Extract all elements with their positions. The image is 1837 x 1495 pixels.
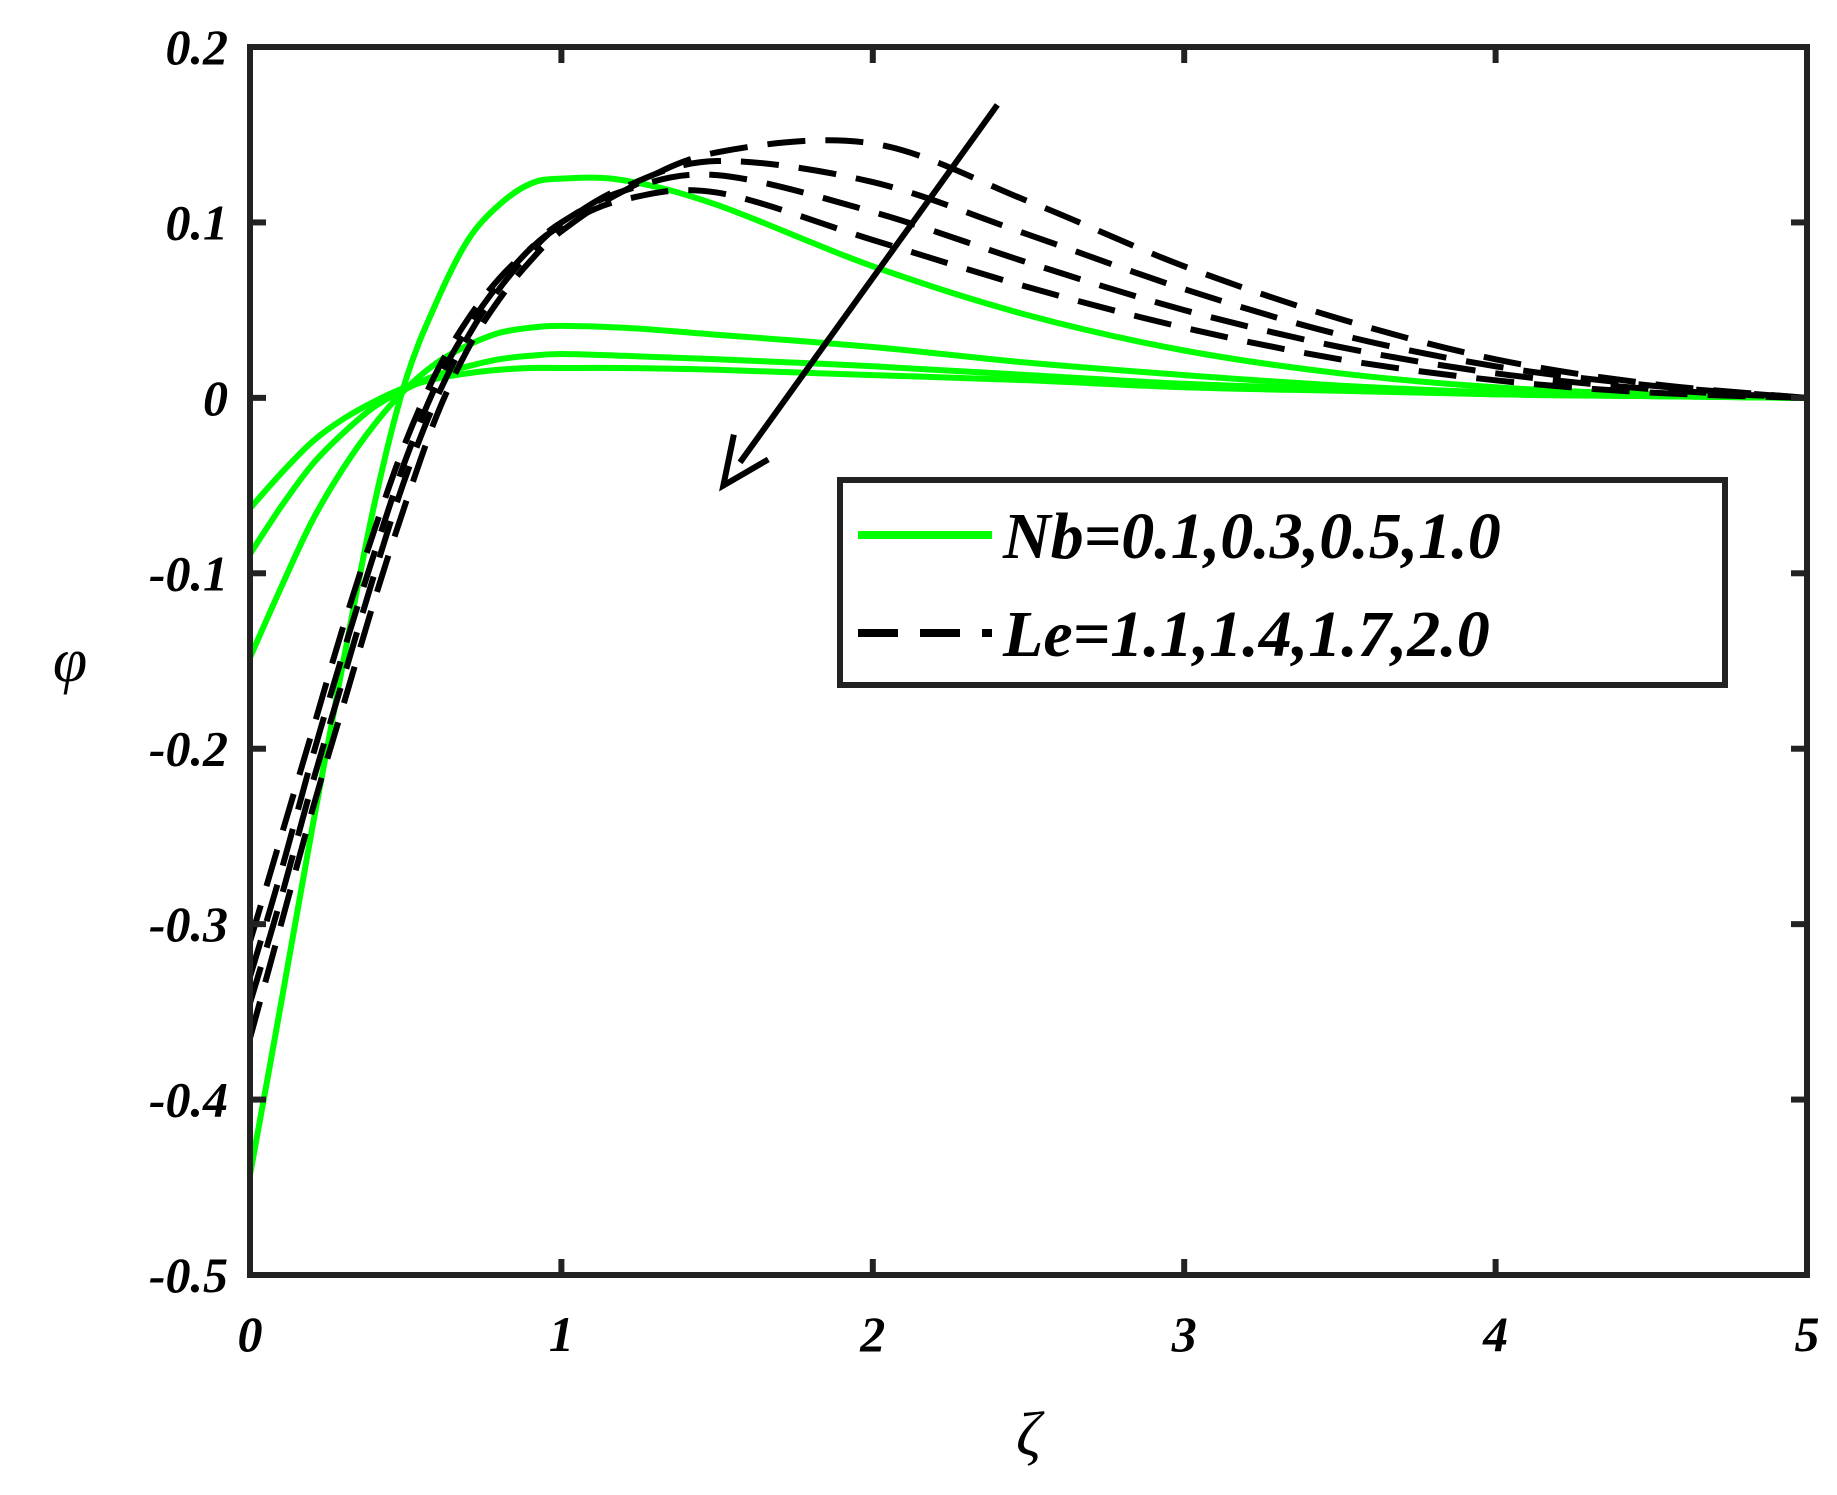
y-tick-label: 0 bbox=[203, 370, 228, 426]
x-axis-label: ζ bbox=[1016, 1401, 1045, 1469]
y-tick-label: 0.1 bbox=[166, 194, 229, 250]
y-tick-label: -0.5 bbox=[149, 1247, 228, 1303]
y-axis-label: φ bbox=[53, 627, 87, 695]
x-tick-label: 1 bbox=[549, 1306, 574, 1362]
trend-arrow bbox=[719, 103, 1000, 492]
legend: Nb=0.1,0.3,0.5,1.0 Le=1.1,1.4,1.7,2.0 bbox=[837, 477, 1728, 688]
arrow-shaft bbox=[737, 103, 1000, 465]
y-tick-label: -0.4 bbox=[149, 1072, 228, 1128]
x-tick-label: 4 bbox=[1482, 1306, 1508, 1362]
legend-box bbox=[837, 477, 1728, 688]
series-line-le-8 bbox=[247, 137, 1808, 1039]
y-tick-label: -0.2 bbox=[149, 721, 228, 777]
y-tick-label: -0.3 bbox=[149, 896, 228, 952]
x-tick-label: 5 bbox=[1795, 1306, 1820, 1362]
plot-frame bbox=[247, 44, 1810, 1278]
x-tick-label: 0 bbox=[238, 1306, 263, 1362]
series-line-le-5 bbox=[247, 187, 1808, 943]
y-tick-label: 0.2 bbox=[166, 19, 229, 75]
x-tick-label: 2 bbox=[859, 1306, 885, 1362]
plot-marks bbox=[247, 137, 1808, 1176]
series-line-nb-4 bbox=[247, 364, 1808, 511]
y-tick-label: -0.1 bbox=[149, 545, 228, 601]
legend-entry-nb: Nb=0.1,0.3,0.5,1.0 bbox=[1002, 500, 1501, 573]
x-tick-label: 3 bbox=[1171, 1306, 1197, 1362]
series-line-le-7 bbox=[247, 157, 1808, 1004]
arrow-head bbox=[719, 434, 770, 492]
axis-ticks bbox=[247, 44, 1810, 1278]
legend-entry-le: Le=1.1,1.4,1.7,2.0 bbox=[1002, 598, 1490, 671]
axis-tick-labels: 0 1 2 3 4 5 0.2 0.1 0 -0.1 -0.2 -0.3 -0.4 -0.5 bbox=[149, 19, 1820, 1362]
